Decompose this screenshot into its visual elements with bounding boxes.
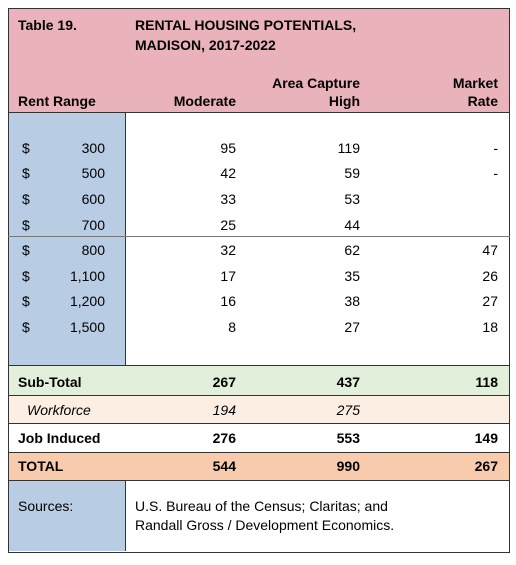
cell: 59	[344, 165, 360, 181]
currency-symbol: $	[22, 165, 30, 181]
cell: 17	[220, 268, 236, 284]
cell: 16	[220, 293, 236, 309]
cell: 95	[220, 140, 236, 156]
cell: 437	[336, 374, 360, 390]
cell: 32	[220, 242, 236, 258]
cell: 149	[474, 430, 498, 446]
cell: 267	[212, 374, 236, 390]
cell: 44	[344, 217, 360, 233]
cell: 53	[344, 191, 360, 207]
column-header: Rate	[467, 93, 498, 109]
rule	[8, 423, 510, 424]
rule	[8, 112, 510, 113]
row-label: Job Induced	[18, 430, 101, 446]
table-title: RENTAL HOUSING POTENTIALS,	[135, 17, 357, 33]
row-label: Workforce	[27, 402, 91, 418]
column-header: Moderate	[173, 93, 236, 109]
rent-value: 1,200	[69, 293, 105, 309]
cell: 276	[212, 430, 236, 446]
rent-value: 300	[81, 140, 105, 156]
rule	[8, 236, 510, 237]
cell: 27	[344, 319, 360, 335]
table-label: Table 19.	[18, 17, 77, 33]
column-header: Rent Range	[18, 93, 96, 109]
currency-symbol: $	[22, 242, 30, 258]
column-header: High	[328, 93, 360, 109]
cell: -	[493, 140, 498, 156]
cell: -	[493, 165, 498, 181]
rule	[8, 365, 510, 366]
header-band	[9, 9, 509, 112]
rent-value: 1,100	[69, 268, 105, 284]
cell: 544	[212, 458, 236, 474]
cell: 62	[344, 242, 360, 258]
cell: 42	[220, 165, 236, 181]
cell: 553	[336, 430, 360, 446]
subtotal-band	[9, 365, 509, 395]
cell: 275	[336, 402, 360, 418]
cell: 267	[474, 458, 498, 474]
cell: 47	[482, 242, 498, 258]
rent-value: 500	[81, 165, 105, 181]
rent-value: 1,500	[69, 319, 105, 335]
rent-value: 800	[81, 242, 105, 258]
rent-value: 600	[81, 191, 105, 207]
sources-column-band	[9, 480, 126, 551]
currency-symbol: $	[22, 140, 30, 156]
currency-symbol: $	[22, 217, 30, 233]
cell: 118	[475, 374, 498, 390]
cell: 38	[344, 293, 360, 309]
rule	[8, 480, 510, 481]
currency-symbol: $	[22, 191, 30, 207]
table-frame	[8, 8, 510, 553]
table-title: MADISON, 2017-2022	[135, 37, 276, 53]
rent-column-band	[9, 112, 126, 365]
cell: 35	[344, 268, 360, 284]
cell: 18	[482, 319, 498, 335]
cell: 26	[482, 268, 498, 284]
sources-label: Sources:	[18, 498, 74, 514]
cell: 990	[336, 458, 360, 474]
workforce-band	[9, 395, 509, 423]
row-label: TOTAL	[18, 458, 64, 474]
sources-text: Randall Gross / Development Economics.	[135, 517, 395, 533]
currency-symbol: $	[22, 319, 30, 335]
currency-symbol: $	[22, 293, 30, 309]
column-group-header: Area Capture	[272, 75, 360, 91]
row-label: Sub-Total	[18, 374, 82, 390]
sources-text: U.S. Bureau of the Census; Claritas; and	[135, 498, 388, 514]
rule	[8, 395, 510, 396]
cell: 119	[337, 140, 360, 156]
total-band	[9, 452, 509, 480]
column-header: Market	[452, 75, 498, 91]
currency-symbol: $	[22, 268, 30, 284]
cell: 8	[228, 319, 236, 335]
cell: 25	[220, 217, 236, 233]
rule	[8, 452, 510, 453]
cell: 33	[220, 191, 236, 207]
cell: 194	[212, 402, 236, 418]
cell: 27	[482, 293, 498, 309]
rent-value: 700	[81, 217, 105, 233]
